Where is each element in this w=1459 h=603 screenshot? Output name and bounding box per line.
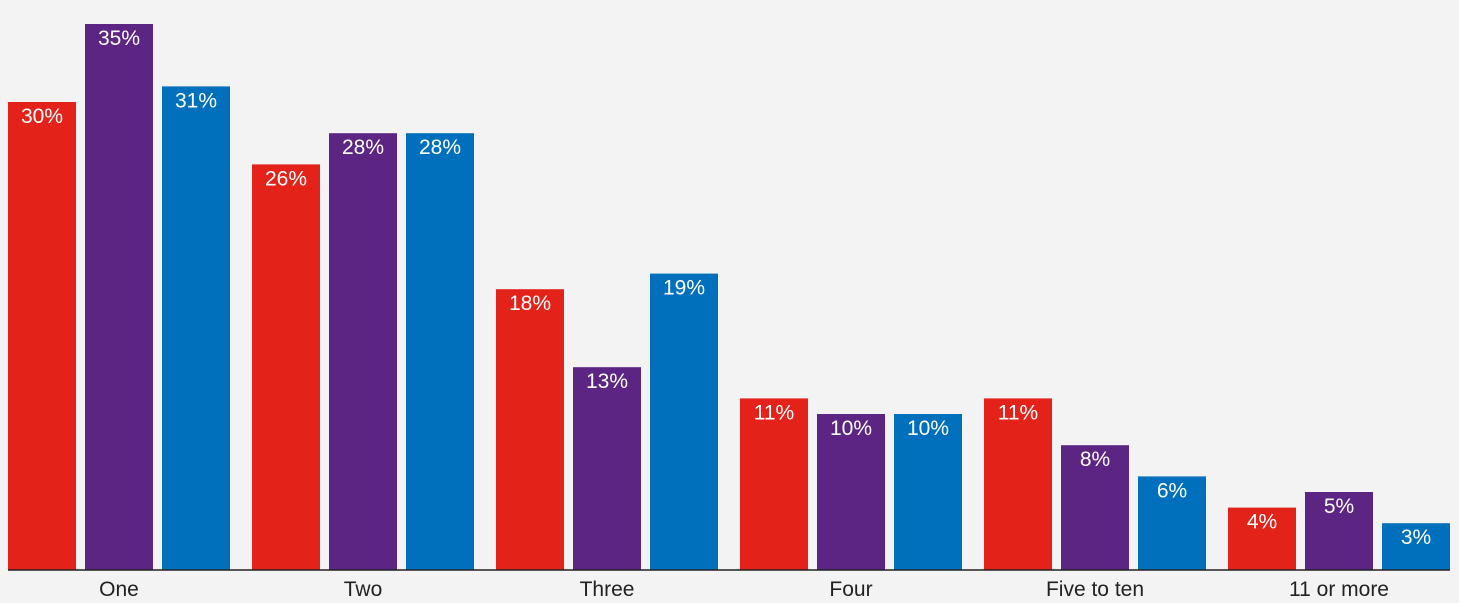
bar-value-label: 10% — [907, 417, 949, 440]
bar — [650, 273, 718, 570]
bar-value-label: 26% — [265, 167, 307, 190]
bar-value-label: 28% — [342, 136, 384, 159]
bar — [984, 398, 1052, 570]
bar-value-label: 13% — [586, 370, 628, 393]
bar-value-label: 30% — [21, 105, 63, 128]
bar — [252, 164, 320, 570]
bar-value-label: 35% — [98, 27, 140, 50]
category-labels: One Two Three Four Five to ten 11 or more — [99, 578, 1389, 601]
bar — [1061, 445, 1129, 570]
category-label: Five to ten — [1046, 578, 1144, 601]
bar — [406, 133, 474, 570]
bar-value-label: 28% — [419, 136, 461, 159]
bar-value-label: 19% — [663, 277, 705, 300]
bar-value-label: 10% — [830, 417, 872, 440]
bar-value-label: 6% — [1157, 479, 1187, 502]
bar — [1305, 492, 1373, 570]
bar-value-label: 11% — [754, 401, 794, 424]
bar — [496, 289, 564, 570]
bar — [85, 24, 153, 570]
bar — [573, 367, 641, 570]
category-label: One — [99, 578, 139, 601]
bars-group: 30% 35% 31% 26% 28% 28% 18% 13% 19% 11% 10% 10% 11% 8… — [8, 24, 1450, 571]
bar-value-label: 4% — [1247, 511, 1277, 534]
bar — [894, 414, 962, 570]
bar — [1228, 507, 1296, 570]
bar — [1382, 523, 1450, 570]
bar-value-label: 3% — [1401, 526, 1431, 549]
bar — [8, 102, 76, 570]
bar-value-label: 5% — [1324, 495, 1354, 518]
bar-value-label: 31% — [175, 89, 217, 112]
bar-value-label: 11% — [998, 401, 1038, 424]
category-label: Three — [580, 578, 635, 601]
bar — [740, 398, 808, 570]
category-label: Two — [344, 578, 383, 601]
bar — [1138, 476, 1206, 570]
bar-value-label: 8% — [1080, 448, 1110, 471]
bar — [817, 414, 885, 570]
category-label: 11 or more — [1289, 578, 1389, 601]
bar-value-label: 18% — [509, 292, 551, 315]
bar — [329, 133, 397, 570]
bar — [162, 86, 230, 571]
category-label: Four — [829, 578, 872, 601]
